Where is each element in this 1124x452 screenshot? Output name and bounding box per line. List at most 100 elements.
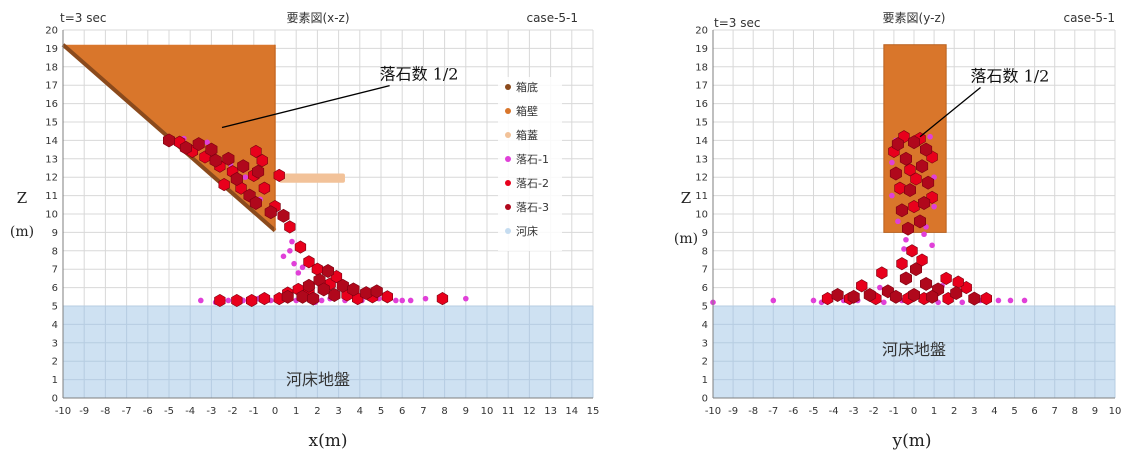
x-tick-label: -5 xyxy=(164,406,174,417)
x-tick-label: -9 xyxy=(728,406,738,417)
x-tick-label: 7 xyxy=(1052,406,1058,417)
rock-1-point xyxy=(198,297,204,304)
legend-label-lid: 箱蓋 xyxy=(516,128,538,142)
legend-marker-lid xyxy=(505,132,511,138)
chart-yz-ylabel-bottom: (m) xyxy=(674,231,698,247)
rock-1-point xyxy=(921,231,927,238)
x-tick-label: -10 xyxy=(705,406,721,417)
chart-yz-x-ticks: -10 -9 -8 -7 -6 -5 -4 -3 -2 -1 0 1 2 3 4 5 6 7 8 9 10 xyxy=(705,406,1122,417)
x-tick-label: 5 xyxy=(1011,406,1017,417)
rock-3-point xyxy=(914,214,926,229)
rock-3-point xyxy=(277,208,290,223)
chart-xz: t=3 sec 要素図(x-z) case-5-1 -10 -9 -8 -7 -6 -5-… xyxy=(10,11,599,451)
x-tick-label: 3 xyxy=(335,406,341,417)
y-tick-label: 17 xyxy=(45,81,58,92)
annotation-pointer-line xyxy=(919,87,981,138)
y-tick-label: 9 xyxy=(52,228,58,239)
y-tick-label: 19 xyxy=(45,44,58,55)
rock-1-point xyxy=(393,297,399,304)
rock-1-point xyxy=(280,253,287,260)
x-tick-label: -6 xyxy=(143,406,153,417)
rock-3-point xyxy=(889,289,902,304)
rock-2-point xyxy=(894,181,906,195)
rock-3-point xyxy=(908,135,920,150)
rock-1-point xyxy=(318,297,325,304)
chart-yz-xlabel: y(m) xyxy=(892,431,932,451)
riverbed-region xyxy=(63,306,593,398)
y-tick-label: 20 xyxy=(695,26,708,37)
y-tick-label: 8 xyxy=(702,246,708,257)
y-tick-label: 7 xyxy=(702,265,708,276)
x-tick-label: 11 xyxy=(502,406,515,417)
rock-3-point xyxy=(926,289,939,304)
legend-marker-wall xyxy=(505,108,511,114)
rock-3-point xyxy=(950,286,963,301)
x-tick-label: 0 xyxy=(911,406,917,417)
rock-3-point xyxy=(209,153,222,168)
x-tick-label: -2 xyxy=(228,406,238,417)
chart-xz-ylabel-bottom: (m) xyxy=(10,224,34,240)
rock-3-point xyxy=(899,271,912,286)
x-tick-label: 9 xyxy=(463,406,469,417)
x-tick-label: 2 xyxy=(314,406,320,417)
y-tick-label: 5 xyxy=(702,302,708,313)
rock-2-point xyxy=(284,220,296,234)
chart-xz-ylabel-top: Z xyxy=(17,189,27,207)
x-tick-label: 3 xyxy=(971,406,977,417)
rock-2-point xyxy=(856,279,868,293)
x-tick-label: 1 xyxy=(293,406,299,417)
rock-2-point xyxy=(436,292,449,306)
rock-3-point xyxy=(328,288,341,302)
chart-yz-title: 要素図(y-z) xyxy=(883,11,946,25)
x-tick-label: 15 xyxy=(587,406,600,417)
y-tick-label: 11 xyxy=(45,191,58,202)
rock-2-point xyxy=(940,271,952,285)
rock-3-point xyxy=(317,282,330,297)
chart-yz-ylabel-top: Z xyxy=(681,189,691,207)
rock-1-point xyxy=(889,192,895,199)
y-tick-label: 19 xyxy=(695,44,708,55)
y-tick-label: 3 xyxy=(702,338,708,349)
y-tick-label: 2 xyxy=(702,357,708,368)
x-tick-label: 6 xyxy=(399,406,405,417)
chart-xz-x-ticks: -10 -9 -8 -7 -6 -5 -4 -3 -2 -1 0 1 2 3 4 5 6 7 8 9 10 11 12 13 1… xyxy=(55,406,600,417)
rock-1-point xyxy=(407,297,414,304)
legend-label-floor: 箱底 xyxy=(516,80,538,94)
y-tick-label: 5 xyxy=(52,302,58,313)
x-tick-label: 10 xyxy=(481,406,494,417)
chart-yz-annotation: 落石数 1/2 xyxy=(919,67,1049,138)
rock-3-point xyxy=(863,288,876,302)
x-tick-label: 4 xyxy=(991,406,997,417)
y-tick-label: 3 xyxy=(52,338,58,349)
rock-1-point xyxy=(889,159,895,166)
rock-2-point xyxy=(214,293,226,308)
x-tick-label: 8 xyxy=(441,406,447,417)
x-tick-label: 6 xyxy=(1031,406,1037,417)
chart-xz-header-left: t=3 sec xyxy=(60,11,106,25)
y-tick-label: 7 xyxy=(52,265,58,276)
chart-xz-riverbed-label: 河床地盤 xyxy=(286,370,350,389)
rock-3-point xyxy=(920,142,933,157)
rock-1-point xyxy=(242,174,249,180)
rock-1-point xyxy=(295,270,302,276)
rock-1-point xyxy=(1007,297,1014,304)
rock-2-point xyxy=(218,178,230,192)
rock-3-point xyxy=(179,140,192,155)
y-tick-label: 0 xyxy=(52,394,58,405)
legend-marker-rock3 xyxy=(505,204,511,210)
rock-2-point xyxy=(876,266,888,280)
rock-2-point xyxy=(303,255,315,269)
x-tick-label: 5 xyxy=(378,406,384,417)
x-tick-label: 2 xyxy=(951,406,957,417)
chart-xz-rocks xyxy=(163,133,469,308)
rock-3-point xyxy=(902,221,914,236)
x-tick-label: 9 xyxy=(1092,406,1098,417)
rock-1-point xyxy=(287,248,293,254)
chart-yz-header-right: case-5-1 xyxy=(1063,11,1115,25)
rock-2-point xyxy=(231,293,243,308)
rock-2-point xyxy=(273,168,285,182)
y-tick-label: 10 xyxy=(695,210,708,221)
rock-2-point xyxy=(246,293,258,308)
